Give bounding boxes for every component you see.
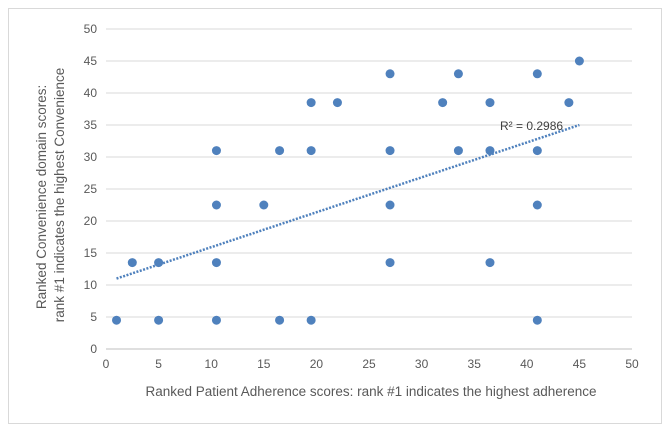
x-tick-labels: 0 5 10 15 20 25 30 35 40 45 50 [103,357,639,371]
y-tick-label: 5 [90,310,97,324]
y-tick-label: 15 [84,246,98,260]
data-point [275,315,285,325]
y-tick-label: 10 [84,278,98,292]
data-point [306,146,316,156]
data-point [154,258,164,268]
data-point [532,315,542,325]
x-tick-label: 5 [155,357,162,371]
data-point [485,146,495,156]
x-tick-label: 45 [573,357,587,371]
data-point [211,200,221,210]
x-tick-label: 25 [362,357,376,371]
data-point [385,146,395,156]
y-axis-title-line-1: Ranked Convenience domain scores: [34,85,49,309]
r-squared-label: R² = 0.2986 [500,119,563,133]
data-point [127,258,137,268]
y-tick-labels: 0 5 10 15 20 25 30 35 40 45 50 [84,22,98,356]
data-point [532,200,542,210]
x-tick-label: 10 [205,357,219,371]
data-point [532,146,542,156]
y-tick-label: 25 [84,182,98,196]
data-point [154,315,164,325]
data-point [259,200,269,210]
x-tick-label: 20 [310,357,324,371]
chart-frame [8,8,662,424]
x-axis-title: Ranked Patient Adherence scores: rank #1… [145,384,596,399]
x-tick-label: 40 [520,357,534,371]
y-tick-label: 20 [84,214,98,228]
trendline [116,123,580,280]
data-point [532,69,542,79]
data-point [438,98,448,108]
data-point [306,98,316,108]
data-point [211,146,221,156]
data-point [385,69,395,79]
data-point [453,69,463,79]
gridlines [106,28,632,318]
data-point [211,315,221,325]
data-point [385,200,395,210]
y-axis-title-line-2: rank #1 indicates the highest Convenienc… [52,68,67,322]
y-tick-label: 30 [84,150,98,164]
data-point [485,98,495,108]
x-tick-label: 15 [257,357,271,371]
x-tick-label: 35 [468,357,482,371]
data-point [453,146,463,156]
y-tick-label: 0 [90,342,97,356]
data-point [332,98,342,108]
data-point [211,258,221,268]
data-points [112,56,584,325]
y-tick-label: 45 [84,54,98,68]
data-point [564,98,574,108]
data-point [574,56,584,66]
data-point [275,146,285,156]
x-tick-label: 30 [415,357,429,371]
y-tick-label: 40 [84,86,98,100]
y-tick-label: 50 [84,22,98,36]
x-tick-label: 0 [103,357,110,371]
x-tick-label: 50 [625,357,639,371]
data-point [306,315,316,325]
trendline-group [116,123,580,280]
data-point [385,258,395,268]
data-point [485,258,495,268]
y-tick-label: 35 [84,118,98,132]
y-axis-title: Ranked Convenience domain scores: rank #… [34,68,67,322]
data-point [112,315,122,325]
